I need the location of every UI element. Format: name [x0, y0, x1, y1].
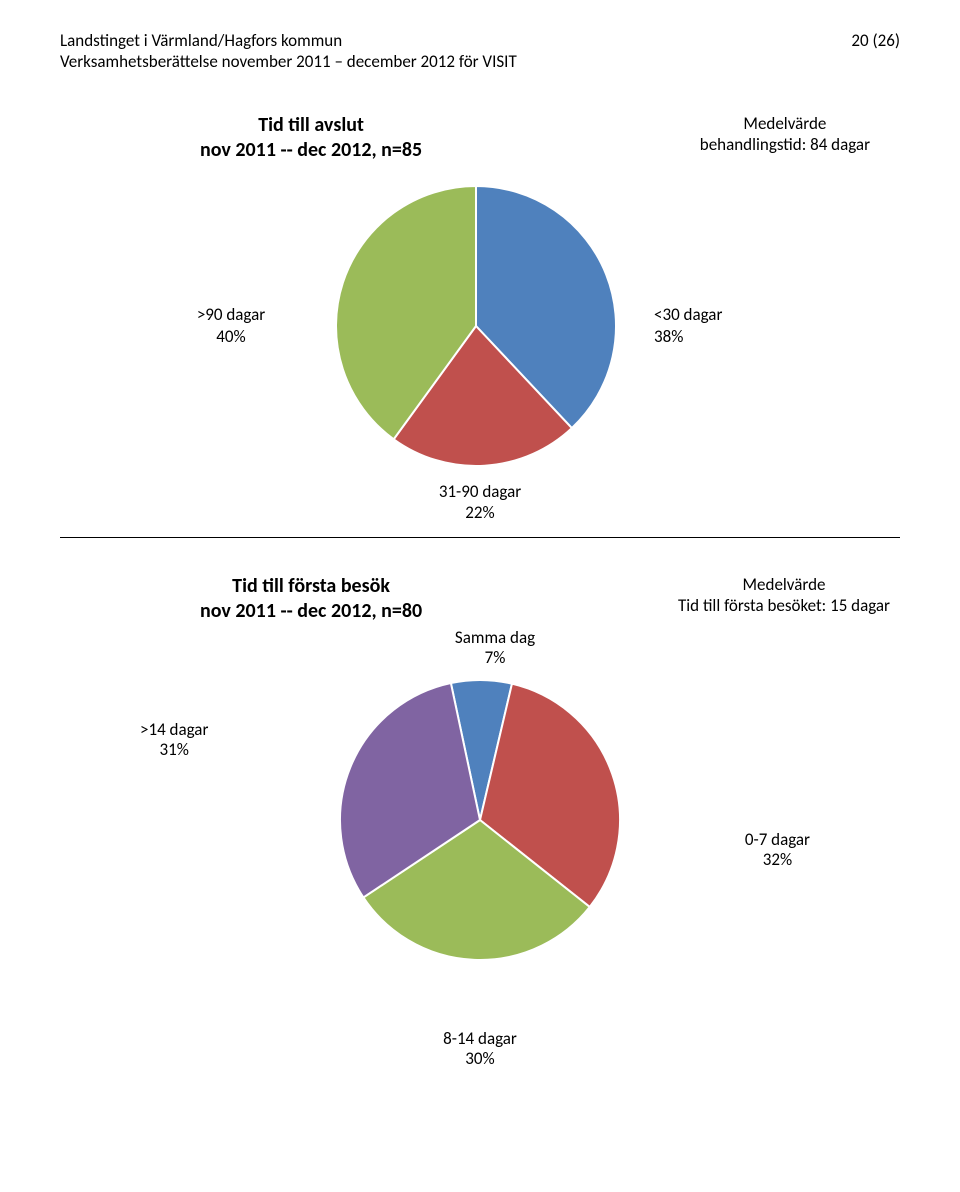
chart1-label-31-90-line2: 22% [60, 502, 900, 523]
chart2-title-line1: Tid till första besök [200, 574, 422, 599]
chart2-body: >14 dagar 31% 0-7 dagar 32% [60, 675, 900, 1025]
chart1-pie-row: >90 dagar 40% <30 dagar 38% [60, 181, 900, 471]
chart2-label-0-7-line2: 32% [745, 850, 810, 870]
chart1-label-lt30-line2: 38% [654, 326, 804, 347]
page-number: 20 (26) [851, 30, 900, 51]
chart-time-to-close: Tid till avslut nov 2011 -- dec 2012, n=… [60, 113, 900, 524]
chart1-label-lt30: <30 dagar 38% [646, 304, 804, 347]
org-name: Landstinget i Värmland/Hagfors kommun [60, 30, 517, 51]
chart1-label-31-90: 31-90 dagar 22% [60, 481, 900, 524]
chart1-label-gt90-line2: 40% [156, 326, 306, 347]
chart2-label-gt14: >14 dagar 31% [140, 720, 208, 761]
chart2-note-line1: Medelvärde [678, 574, 890, 595]
chart2-title-row: Tid till första besök nov 2011 -- dec 20… [60, 574, 900, 624]
chart2-title: Tid till första besök nov 2011 -- dec 20… [200, 574, 422, 624]
chart2-pie-wrap [310, 675, 650, 965]
chart2-label-gt14-line1: >14 dagar [140, 720, 208, 740]
chart2-label-same-line1: Samma dag [455, 628, 535, 648]
chart1-title: Tid till avslut nov 2011 -- dec 2012, n=… [200, 113, 422, 163]
chart2-pie [335, 675, 625, 965]
doc-title: Verksamhetsberättelse november 2011 – de… [60, 51, 517, 72]
chart1-title-line1: Tid till avslut [200, 113, 422, 138]
chart1-note: Medelvärde behandlingstid: 84 dagar [700, 113, 870, 156]
page: Landstinget i Värmland/Hagfors kommun Ve… [0, 0, 960, 1192]
chart2-label-gt14-line2: 31% [140, 740, 208, 760]
page-header: Landstinget i Värmland/Hagfors kommun Ve… [60, 30, 900, 73]
chart2-title-line2: nov 2011 -- dec 2012, n=80 [200, 599, 422, 624]
chart2-label-8-14-line2: 30% [60, 1049, 900, 1069]
chart2-label-0-7: 0-7 dagar 32% [745, 830, 810, 871]
separator [60, 537, 900, 538]
chart1-label-gt90: >90 dagar 40% [156, 304, 306, 347]
chart2-label-same-day: Samma dag 7% [455, 628, 535, 669]
chart2-label-0-7-line1: 0-7 dagar [745, 830, 810, 850]
chart2-label-8-14: 8-14 dagar 30% [60, 1029, 900, 1070]
chart1-pie [331, 181, 621, 471]
chart2-label-same-line2: 7% [455, 648, 535, 668]
chart1-label-31-90-line1: 31-90 dagar [60, 481, 900, 502]
chart1-title-row: Tid till avslut nov 2011 -- dec 2012, n=… [60, 113, 900, 163]
chart2-same-day-label-row: Samma dag 7% [60, 628, 900, 669]
chart1-title-line2: nov 2011 -- dec 2012, n=85 [200, 138, 422, 163]
chart2-note-line2: Tid till första besöket: 15 dagar [678, 595, 890, 616]
chart2-note: Medelvärde Tid till första besöket: 15 d… [678, 574, 890, 617]
header-left: Landstinget i Värmland/Hagfors kommun Ve… [60, 30, 517, 73]
chart1-note-line2: behandlingstid: 84 dagar [700, 134, 870, 155]
chart-time-to-first-visit: Tid till första besök nov 2011 -- dec 20… [60, 574, 900, 1070]
chart1-label-gt90-line1: >90 dagar [156, 304, 306, 325]
chart2-label-8-14-line1: 8-14 dagar [60, 1029, 900, 1049]
chart1-note-line1: Medelvärde [700, 113, 870, 134]
chart1-label-lt30-line1: <30 dagar [654, 304, 804, 325]
